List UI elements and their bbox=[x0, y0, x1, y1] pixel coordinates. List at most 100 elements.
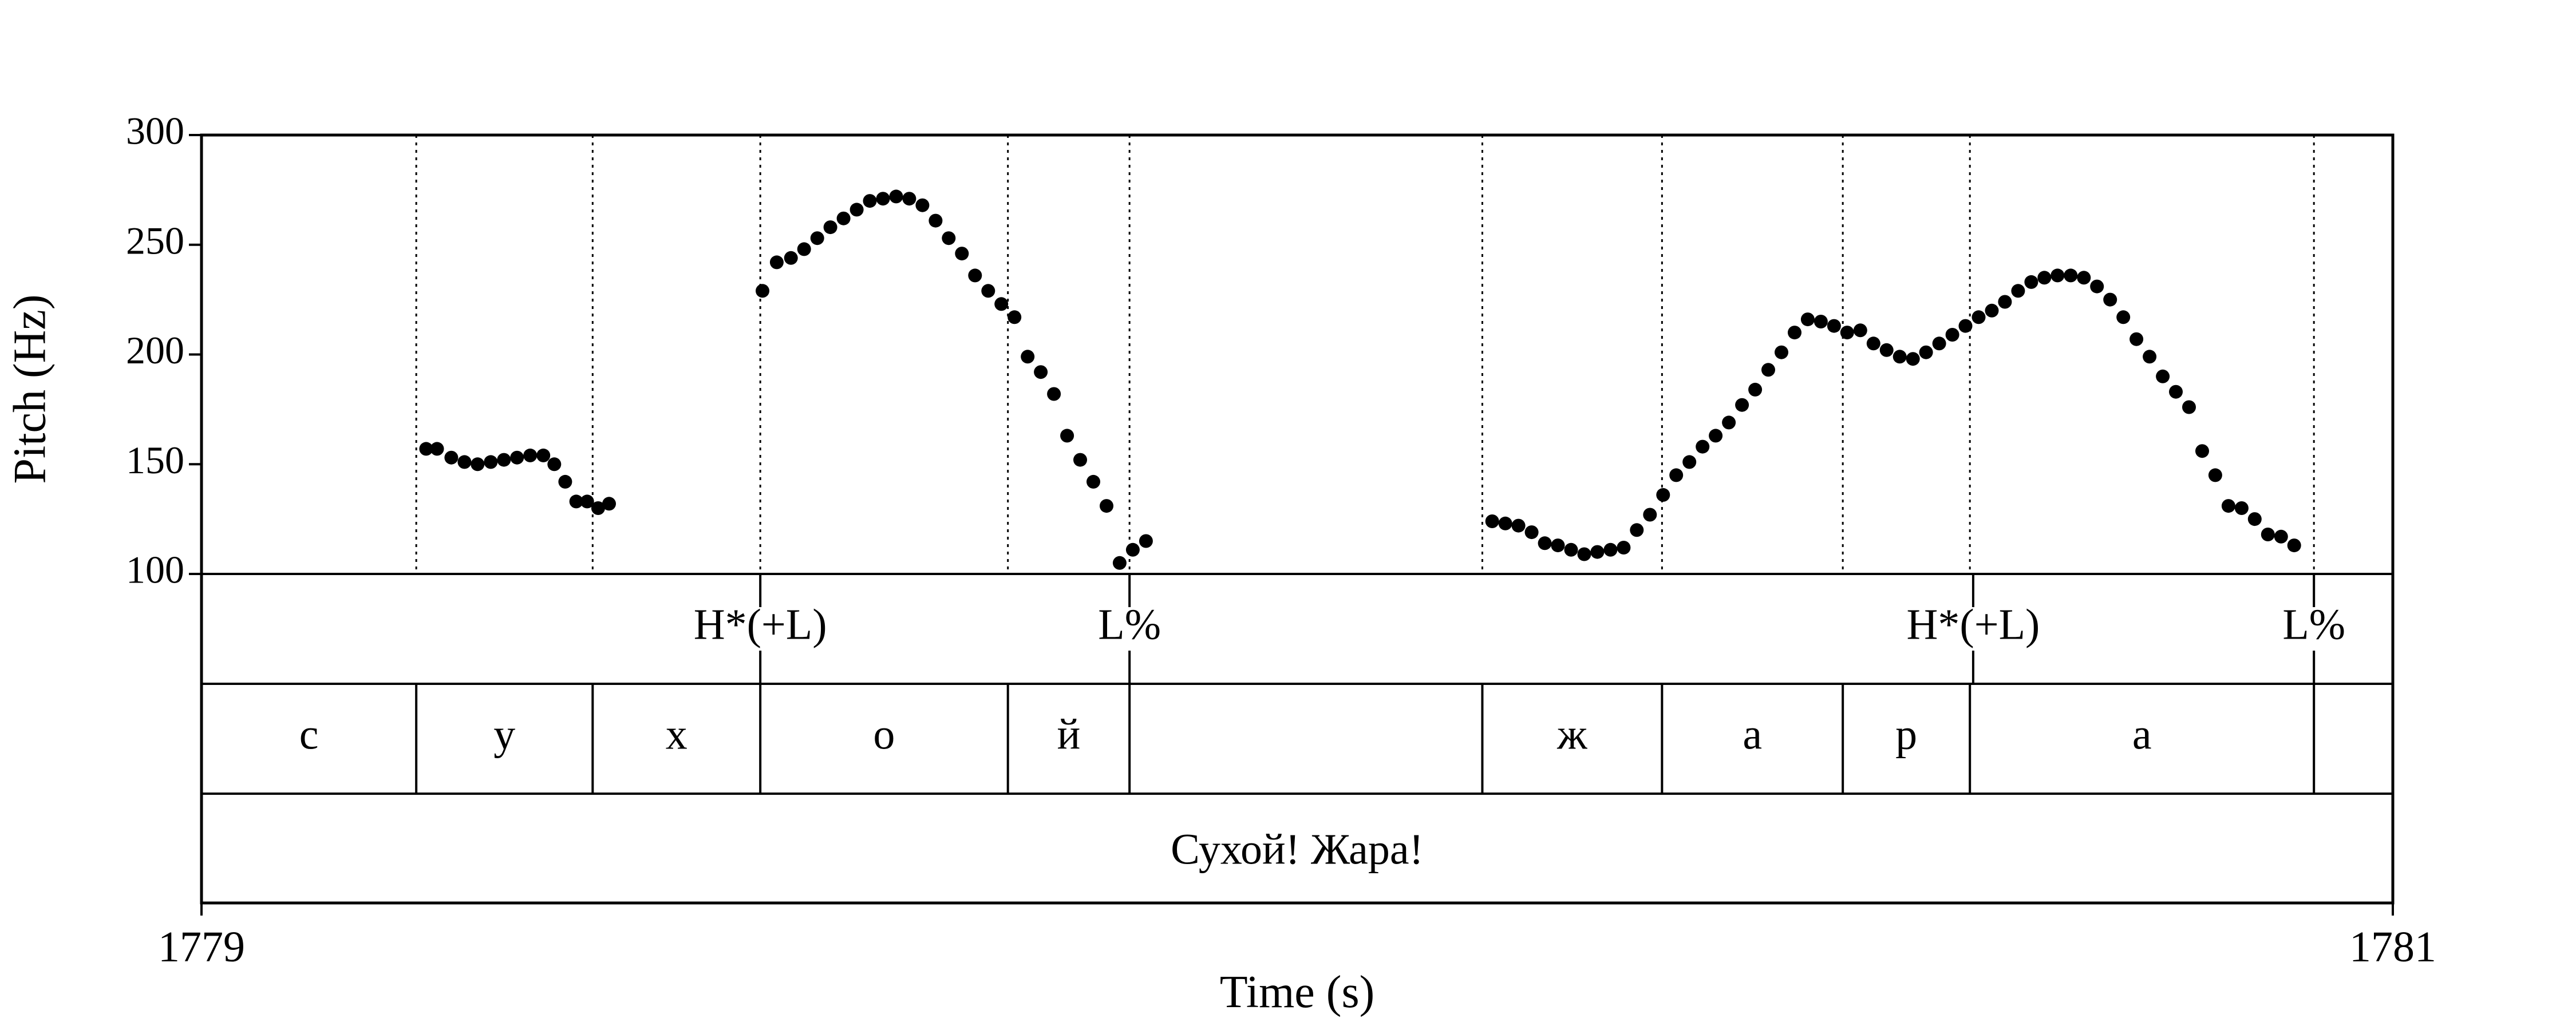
pitch-point bbox=[1814, 315, 1828, 328]
pitch-point bbox=[1788, 326, 1801, 340]
pitch-point bbox=[1696, 439, 1710, 454]
tone-label: H*(+L) bbox=[1907, 600, 2040, 648]
pitch-point bbox=[2024, 275, 2038, 289]
pitch-point bbox=[2261, 528, 2275, 541]
segment-label: о bbox=[873, 710, 895, 758]
pitch-point bbox=[580, 494, 594, 509]
pitch-point bbox=[1564, 542, 1578, 557]
segment-label: х bbox=[666, 710, 688, 758]
pitch-point bbox=[430, 442, 444, 456]
pitch-point bbox=[2182, 400, 2196, 414]
pitch-point bbox=[1879, 343, 1894, 357]
x-axis-title: Time (s) bbox=[1220, 967, 1374, 1017]
pitch-point bbox=[1722, 415, 1736, 430]
pitch-point bbox=[1577, 547, 1591, 561]
y-tick-label: 300 bbox=[126, 109, 184, 153]
pitch-point bbox=[1761, 363, 1775, 377]
pitch-point bbox=[902, 192, 916, 206]
pitch-point bbox=[2103, 292, 2117, 307]
pitch-point bbox=[1139, 534, 1153, 548]
pitch-point bbox=[1800, 312, 1815, 327]
pitch-point bbox=[1590, 545, 1605, 559]
segment-label: у bbox=[493, 710, 515, 758]
pitch-point bbox=[2064, 268, 2078, 283]
pitch-point bbox=[1125, 542, 1140, 557]
pitch-point bbox=[929, 213, 943, 228]
pitch-point bbox=[1971, 310, 1986, 324]
pitch-point bbox=[1958, 319, 1973, 333]
pitch-point bbox=[2050, 268, 2065, 283]
pitch-point bbox=[2169, 385, 2183, 399]
segment-label: р bbox=[1895, 710, 1917, 758]
pitch-point bbox=[1008, 310, 1022, 324]
pitch-points bbox=[419, 189, 2301, 570]
pitch-point bbox=[2247, 512, 2262, 526]
pitch-point bbox=[1603, 542, 1618, 557]
tone-label: L% bbox=[1098, 600, 1161, 648]
panel-frames bbox=[200, 133, 2395, 905]
y-axis: 100 150 200 250 300 bbox=[126, 109, 202, 592]
pitch-point bbox=[784, 251, 798, 265]
pitch-point bbox=[915, 198, 930, 212]
pitch-point bbox=[1034, 365, 1048, 379]
pitch-point bbox=[1906, 352, 1920, 366]
pitch-point bbox=[876, 192, 890, 206]
pitch-point bbox=[523, 448, 538, 462]
pitch-point bbox=[955, 247, 969, 261]
pitch-point bbox=[1551, 538, 1565, 553]
pitch-point bbox=[1630, 523, 1644, 537]
pitch-point bbox=[1498, 516, 1512, 530]
x-tick-label: 1781 bbox=[2349, 923, 2436, 971]
pitch-point bbox=[547, 457, 562, 472]
pitch-point bbox=[1669, 468, 1684, 482]
pitch-point bbox=[497, 453, 511, 467]
pitch-point bbox=[1709, 429, 1723, 443]
pitch-point bbox=[2077, 271, 2091, 285]
pitch-point bbox=[1866, 336, 1880, 351]
pitch-point bbox=[1893, 350, 1907, 364]
pitch-point bbox=[1617, 541, 1631, 554]
pitch-point bbox=[981, 284, 995, 298]
pitch-point bbox=[1100, 499, 1113, 513]
pitch-point bbox=[1073, 453, 1087, 467]
pitch-point bbox=[2156, 369, 2170, 383]
pitch-point bbox=[2287, 538, 2301, 553]
pitch-point bbox=[1060, 429, 1074, 443]
y-tick-label: 250 bbox=[126, 219, 184, 262]
pitch-point bbox=[2208, 468, 2222, 482]
tone-label: L% bbox=[2282, 600, 2345, 648]
pitch-point bbox=[1656, 488, 1670, 502]
pitch-point bbox=[1524, 525, 1539, 540]
segment-label: а bbox=[1743, 710, 1762, 758]
pitch-point bbox=[1511, 518, 1526, 533]
y-tick-label: 150 bbox=[126, 438, 184, 482]
pitch-point bbox=[1932, 336, 1946, 351]
pitch-point bbox=[850, 203, 864, 217]
pitch-point bbox=[889, 189, 903, 204]
pitch-point bbox=[2116, 310, 2131, 324]
pitch-point bbox=[1827, 319, 1841, 333]
sentence-tier: Сухой! Жара! bbox=[1171, 825, 1424, 873]
pitch-point bbox=[1985, 303, 1999, 318]
pitch-point bbox=[1998, 295, 2012, 309]
pitch-point bbox=[810, 231, 824, 245]
pitch-point bbox=[1853, 323, 1867, 338]
y-tick-label: 200 bbox=[126, 328, 184, 372]
pitch-point bbox=[558, 474, 572, 489]
pitch-point bbox=[2129, 332, 2144, 346]
pitch-point bbox=[2011, 284, 2025, 298]
pitch-point bbox=[2195, 444, 2209, 458]
pitch-point bbox=[968, 268, 982, 283]
y-tick-label: 100 bbox=[126, 548, 184, 592]
segment-boundaries bbox=[415, 135, 2315, 574]
pitch-point bbox=[1047, 387, 1061, 401]
pitch-point bbox=[1112, 556, 1127, 570]
pitch-point bbox=[471, 457, 485, 472]
pitch-point bbox=[1086, 474, 1100, 489]
pitch-point bbox=[2143, 350, 2157, 364]
pitch-point bbox=[756, 284, 769, 298]
x-axis: 1779 1781 bbox=[158, 903, 2436, 971]
pitch-point bbox=[769, 255, 784, 270]
pitch-point bbox=[457, 455, 472, 469]
